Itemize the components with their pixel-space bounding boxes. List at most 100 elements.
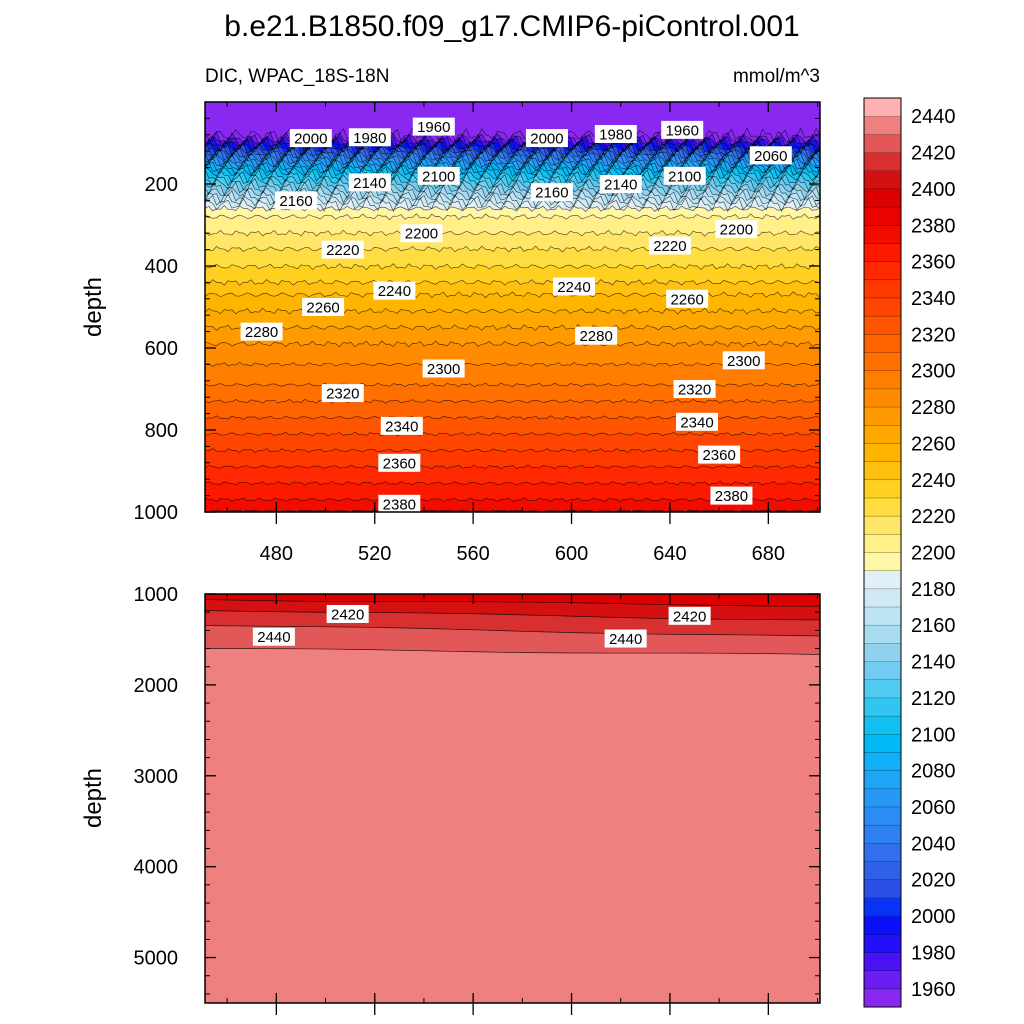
colorbar-label: 2180 — [911, 579, 956, 601]
upper-contour-line — [204, 279, 821, 286]
colorbar-swatch — [864, 334, 901, 353]
upper-contour-label-text: 2280 — [245, 324, 278, 341]
colorbar-swatch — [864, 570, 901, 590]
upper-contour-label-text: 2360 — [702, 447, 735, 464]
upper-contour-label-bg — [321, 240, 364, 259]
colorbar-swatch — [864, 116, 901, 135]
upper-contour-label: 2220 — [321, 240, 364, 259]
upper-contour-label-text: 2140 — [604, 177, 637, 194]
upper-contour-label-bg — [240, 322, 283, 341]
upper-contour-line — [204, 141, 821, 157]
upper-y-tick-label: 200 — [145, 174, 178, 196]
lower-y-tick-label: 3000 — [134, 766, 179, 788]
colorbar-swatch — [864, 98, 901, 117]
upper-x-tick-label: 520 — [358, 543, 391, 565]
upper-contour-labels: 2000 1980 1960 2000 1980 1960 2060 2160 2140 2100… — [240, 117, 792, 513]
colorbar-label: 2420 — [911, 143, 956, 165]
upper-contour-label-text: 2160 — [535, 185, 568, 202]
upper-contour-label: 2380 — [710, 486, 753, 505]
upper-contour-label: 2280 — [240, 322, 283, 341]
colorbar-swatch — [864, 643, 901, 662]
lower-y-tick-label: 1000 — [134, 584, 179, 606]
lower-contour-line — [204, 599, 821, 607]
colorbar-swatch — [864, 934, 901, 953]
colorbar-swatch — [864, 879, 901, 899]
upper-contour-label: 2100 — [417, 166, 460, 185]
lower-y-axis-label: depth — [80, 768, 107, 828]
colorbar-swatch — [864, 807, 901, 826]
colorbar-swatch — [864, 352, 901, 372]
upper-contour-label-text: 2240 — [378, 283, 411, 300]
colorbar-label: 1980 — [911, 942, 956, 964]
upper-contour-label-bg — [676, 412, 718, 431]
colorbar-label: 2380 — [911, 215, 956, 237]
upper-contour-label-bg — [575, 326, 618, 345]
colorbar-label: 2220 — [911, 506, 956, 528]
lower-y-tick-label: 4000 — [134, 857, 179, 879]
colorbar-swatch — [864, 261, 901, 281]
colorbar-swatch — [864, 588, 901, 608]
colorbar-swatch — [864, 225, 901, 244]
upper-contour-label: 2260 — [302, 298, 345, 317]
upper-contour-label-text: 2140 — [353, 175, 386, 192]
upper-contour-label-bg — [663, 166, 706, 185]
upper-contour-label-text: 2360 — [383, 455, 416, 472]
upper-contour-label: 2000 — [289, 129, 332, 148]
upper-contour-line — [204, 263, 821, 270]
colorbar-label: 2060 — [911, 797, 956, 819]
lower-contour-line — [204, 610, 821, 621]
colorbar-swatch — [864, 861, 901, 881]
upper-contour-label-bg — [417, 166, 460, 185]
colorbar-label: 2260 — [911, 433, 956, 455]
upper-contour-label-text: 1980 — [599, 126, 632, 143]
upper-contour-label-bg — [348, 173, 391, 192]
upper-contour-label-bg — [378, 453, 421, 472]
lower-y-axis: 1000 2000 3000 4000 5000 — [134, 584, 820, 995]
upper-contour-label-text: 2340 — [680, 414, 713, 431]
upper-plot-frame — [204, 101, 821, 513]
colorbar: 2440 2420 2400 2380 2360 2340 2320 2300 2280 2260… — [863, 97, 956, 1008]
upper-contour-label: 2160 — [275, 191, 318, 210]
colorbar-swatch — [864, 534, 901, 553]
upper-contour-label-bg — [673, 380, 716, 398]
upper-contour-label-text: 2320 — [326, 386, 359, 403]
upper-y-axis-label: depth — [80, 277, 107, 337]
upper-contour-line — [204, 291, 821, 299]
upper-contour-label: 2260 — [666, 289, 709, 308]
lower-contour-label: 2440 — [252, 627, 295, 646]
lower-contour-line — [204, 648, 821, 655]
colorbar-label: 2200 — [911, 543, 956, 565]
colorbar-swatch — [864, 770, 901, 790]
lower-contour-label: 2420 — [326, 604, 369, 623]
colorbar-label: 2360 — [911, 252, 956, 274]
upper-contour-label-bg — [599, 175, 642, 193]
colorbar-swatch — [864, 679, 901, 699]
upper-contour-label: 2220 — [648, 236, 691, 255]
lower-depth-panel: 2420 2440 2420 2440 1000 2000 3000 4000 5000 de… — [80, 584, 821, 1015]
upper-contour-line — [204, 362, 821, 367]
colorbar-label: 2120 — [911, 688, 956, 710]
upper-contour-label-bg — [400, 224, 443, 243]
lower-contour-label-text: 2420 — [673, 608, 706, 625]
colorbar-swatch — [864, 461, 901, 481]
upper-contour-line — [204, 180, 821, 196]
lower-contour-label-text: 2440 — [609, 631, 642, 648]
upper-contour-label-bg — [594, 124, 637, 143]
upper-contour-label: 2000 — [525, 129, 568, 148]
upper-contour-label: 2280 — [575, 326, 618, 345]
upper-contour-line — [204, 156, 821, 172]
colorbar-label: 2320 — [911, 324, 956, 346]
colorbar-label: 2280 — [911, 397, 956, 419]
upper-contour-label-text: 2260 — [670, 291, 703, 308]
colorbar-swatch — [864, 952, 901, 972]
upper-contour-label-text: 2200 — [405, 226, 438, 243]
colorbar-label: 2340 — [911, 288, 956, 310]
upper-contour-label-text: 2380 — [715, 488, 748, 505]
upper-contour-label: 2380 — [378, 494, 421, 513]
colorbar-label: 1960 — [911, 979, 956, 1001]
lower-plot-frame — [204, 593, 821, 1004]
upper-contour-label-text: 1960 — [417, 119, 450, 136]
lower-y-tick-label: 2000 — [134, 675, 179, 697]
upper-contour-label-bg — [321, 384, 364, 403]
